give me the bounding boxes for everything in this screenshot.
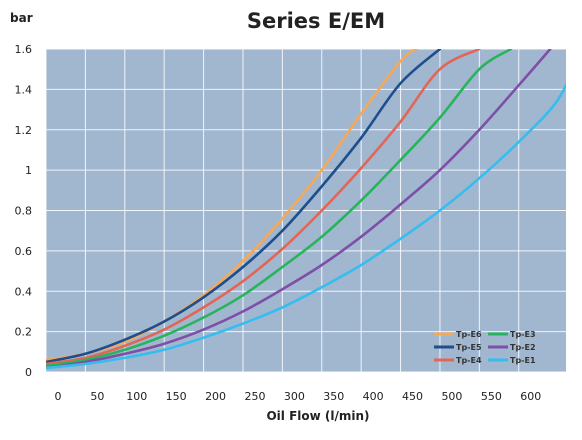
x-tick-label: 450 — [402, 390, 423, 403]
gridlines — [45, 48, 566, 373]
y-axis-ticks: 0 0.2 0.4 0.6 0.8 1 1.2 1.4 1.6 — [15, 43, 33, 379]
y-tick-label: 0.8 — [15, 205, 33, 218]
chart-title: Series E/EM — [247, 9, 385, 33]
legend: Tp-E6 Tp-E3 Tp-E5 Tp-E2 Tp-E4 Tp-E1 — [434, 330, 536, 365]
y-tick-label: 0.2 — [15, 326, 33, 339]
x-tick-label: 150 — [166, 390, 187, 403]
series-line-tp-e2 — [46, 49, 552, 370]
x-tick-label: 100 — [126, 390, 147, 403]
x-tick-label: 400 — [363, 390, 384, 403]
x-tick-label: 200 — [205, 390, 226, 403]
legend-label-tp-e3: Tp-E3 — [510, 330, 536, 339]
x-tick-label: 350 — [323, 390, 344, 403]
x-tick-label: 600 — [520, 390, 541, 403]
x-tick-label: 300 — [284, 390, 305, 403]
legend-label-tp-e4: Tp-E4 — [456, 356, 482, 365]
y-axis-unit: bar — [10, 11, 33, 25]
series-lines — [46, 49, 566, 370]
series-line-tp-e6 — [46, 49, 418, 362]
x-tick-label: 250 — [244, 390, 265, 403]
y-tick-label: 1 — [25, 164, 32, 177]
series-line-tp-e1 — [46, 82, 566, 370]
x-tick-label: 0 — [55, 390, 62, 403]
y-tick-label: 0.4 — [15, 285, 33, 298]
y-tick-label: 0 — [25, 366, 32, 379]
x-axis-ticks: 0 50 100 150 200 250 300 350 400 450 500 550 600 — [55, 390, 542, 403]
legend-label-tp-e2: Tp-E2 — [510, 343, 536, 352]
series-line-tp-e5 — [46, 49, 442, 364]
x-axis-label: Oil Flow (l/min) — [266, 409, 369, 423]
x-tick-label: 500 — [441, 390, 462, 403]
legend-label-tp-e5: Tp-E5 — [456, 343, 482, 352]
x-tick-label: 50 — [90, 390, 104, 403]
y-tick-label: 1.4 — [15, 83, 33, 96]
y-tick-label: 1.2 — [15, 124, 33, 137]
legend-label-tp-e1: Tp-E1 — [510, 356, 536, 365]
x-tick-label: 550 — [481, 390, 502, 403]
series-line-tp-e3 — [46, 49, 513, 368]
series-line-tp-e4 — [46, 49, 481, 366]
y-tick-label: 0.6 — [15, 245, 33, 258]
y-tick-label: 1.6 — [15, 43, 33, 56]
legend-label-tp-e6: Tp-E6 — [456, 330, 482, 339]
